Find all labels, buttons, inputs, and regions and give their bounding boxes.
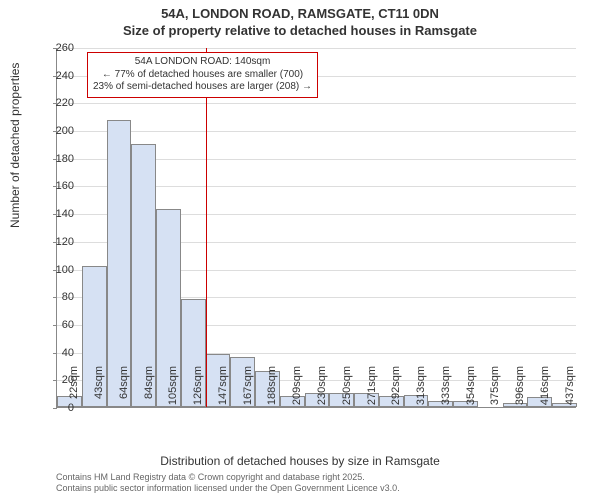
chart-area: 54A LONDON ROAD: 140sqm← 77% of detached… [56,48,576,408]
xtick-label: 22sqm [68,366,80,406]
ytick-label: 180 [44,153,74,165]
plot-region: 54A LONDON ROAD: 140sqm← 77% of detached… [56,48,576,408]
xtick-label: 271sqm [366,366,378,406]
x-axis-label: Distribution of detached houses by size … [0,454,600,468]
title-line-2: Size of property relative to detached ho… [0,23,600,40]
ytick-label: 120 [44,236,74,248]
xtick-label: 437sqm [564,366,576,406]
ytick-label: 140 [44,208,74,220]
xtick-label: 147sqm [217,366,229,406]
xtick-label: 396sqm [514,366,526,406]
ytick-label: 100 [44,264,74,276]
gridline [57,48,576,49]
xtick-label: 230sqm [316,366,328,406]
ytick-label: 240 [44,70,74,82]
annotation-line: ← 77% of detached houses are smaller (70… [93,69,312,82]
xtick-label: 43sqm [93,366,105,406]
xtick-label: 105sqm [167,366,179,406]
xtick-label: 375sqm [489,366,501,406]
annotation-line: 23% of semi-detached houses are larger (… [93,81,312,94]
footer-line-2: Contains public sector information licen… [56,483,400,494]
xtick-label: 354sqm [465,366,477,406]
chart-title: 54A, LONDON ROAD, RAMSGATE, CT11 0DN Siz… [0,0,600,40]
ytick-label: 40 [44,347,74,359]
y-axis-label: Number of detached properties [8,63,22,228]
xtick-label: 84sqm [143,366,155,406]
histogram-bar [107,120,132,407]
xtick-label: 333sqm [440,366,452,406]
xtick-label: 250sqm [341,366,353,406]
title-line-1: 54A, LONDON ROAD, RAMSGATE, CT11 0DN [0,6,600,23]
ytick-label: 220 [44,97,74,109]
gridline [57,103,576,104]
ytick-label: 80 [44,291,74,303]
xtick-label: 167sqm [242,366,254,406]
xtick-label: 313sqm [415,366,427,406]
xtick-label: 64sqm [118,366,130,406]
marker-line [206,48,207,407]
xtick-label: 126sqm [192,366,204,406]
xtick-label: 188sqm [266,366,278,406]
gridline [57,131,576,132]
ytick-label: 160 [44,180,74,192]
footer-line-1: Contains HM Land Registry data © Crown c… [56,472,400,483]
xtick-label: 292sqm [390,366,402,406]
xtick-label: 209sqm [291,366,303,406]
xtick-label: 416sqm [539,366,551,406]
footer-attribution: Contains HM Land Registry data © Crown c… [56,472,400,494]
ytick-label: 60 [44,319,74,331]
ytick-label: 200 [44,125,74,137]
annotation-line: 54A LONDON ROAD: 140sqm [93,56,312,69]
ytick-label: 260 [44,42,74,54]
annotation-box: 54A LONDON ROAD: 140sqm← 77% of detached… [87,52,318,98]
